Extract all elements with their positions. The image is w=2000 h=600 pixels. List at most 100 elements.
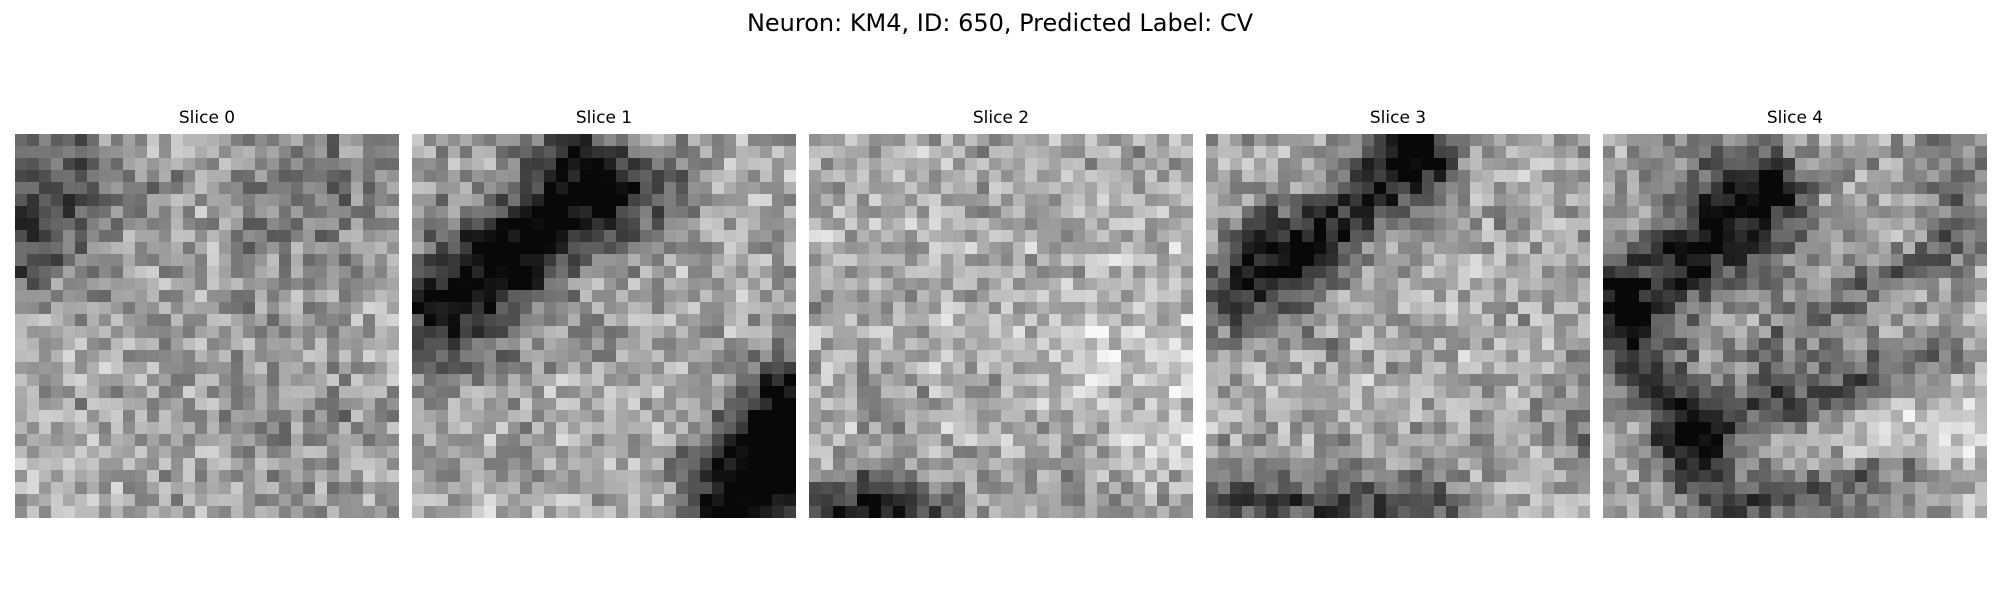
slice-1-pixel — [508, 422, 520, 434]
slice-4-pixel — [1603, 218, 1615, 230]
slice-4-pixel — [1651, 254, 1663, 266]
slice-2-pixel — [929, 146, 941, 158]
slice-3-pixel — [1338, 146, 1350, 158]
slice-2-pixel — [1025, 494, 1037, 506]
slice-3-pixel — [1230, 314, 1242, 326]
slice-0-pixel — [327, 170, 339, 182]
slice-3-pixel — [1446, 374, 1458, 386]
slice-0-pixel — [195, 386, 207, 398]
slice-2-pixel — [977, 398, 989, 410]
slice-1-pixel — [688, 170, 700, 182]
slice-0-pixel — [375, 254, 387, 266]
slice-4-pixel — [1891, 170, 1903, 182]
slice-1-pixel — [484, 434, 496, 446]
slice-0-pixel — [75, 266, 87, 278]
slice-3-pixel — [1302, 242, 1314, 254]
slice-1-pixel — [772, 194, 784, 206]
slice-3-pixel — [1494, 458, 1506, 470]
slice-2-pixel — [953, 230, 965, 242]
slice-4-pixel — [1615, 422, 1627, 434]
slice-2-pixel — [1085, 398, 1097, 410]
slice-3-pixel — [1266, 218, 1278, 230]
slice-1-pixel — [712, 434, 724, 446]
slice-0-pixel — [375, 350, 387, 362]
slice-2-pixel — [869, 242, 881, 254]
slice-4-pixel — [1783, 386, 1795, 398]
slice-3-pixel — [1482, 182, 1494, 194]
slice-3-pixel — [1266, 302, 1278, 314]
slice-4-pixel — [1747, 182, 1759, 194]
slice-4-pixel — [1855, 182, 1867, 194]
slice-3-pixel — [1542, 290, 1554, 302]
slice-3-pixel — [1302, 170, 1314, 182]
slice-3-pixel — [1434, 182, 1446, 194]
slice-3-pixel — [1506, 458, 1518, 470]
slice-0-pixel — [279, 242, 291, 254]
slice-0-pixel — [327, 386, 339, 398]
slice-2-pixel — [953, 218, 965, 230]
slice-0-pixel — [219, 206, 231, 218]
slice-0-pixel — [255, 470, 267, 482]
slice-2-pixel — [941, 182, 953, 194]
slice-4-pixel — [1843, 458, 1855, 470]
slice-0-pixel — [387, 266, 399, 278]
slice-4-pixel — [1663, 302, 1675, 314]
slice-3-pixel — [1314, 290, 1326, 302]
slice-4-pixel — [1627, 170, 1639, 182]
slice-2-pixel — [1133, 254, 1145, 266]
slice-1-pixel — [544, 350, 556, 362]
slice-0-pixel — [351, 146, 363, 158]
slice-4-pixel — [1951, 290, 1963, 302]
slice-1-pixel — [436, 278, 448, 290]
slice-1-pixel — [460, 386, 472, 398]
slice-4-pixel — [1723, 158, 1735, 170]
slice-3-pixel — [1566, 242, 1578, 254]
slice-4-pixel — [1699, 134, 1711, 146]
slice-2-pixel — [989, 326, 1001, 338]
slice-0-pixel — [219, 290, 231, 302]
slice-2-pixel — [1085, 266, 1097, 278]
slice-3-pixel — [1242, 290, 1254, 302]
slice-2-pixel — [857, 206, 869, 218]
slice-3-pixel — [1266, 494, 1278, 506]
slice-0-pixel — [147, 206, 159, 218]
slice-0-pixel — [183, 194, 195, 206]
slice-1-pixel — [700, 362, 712, 374]
slice-1-pixel — [712, 314, 724, 326]
slice-2-pixel — [809, 170, 821, 182]
slice-2-pixel — [1049, 242, 1061, 254]
slice-3-pixel — [1302, 374, 1314, 386]
slice-0-pixel — [255, 434, 267, 446]
slice-3-pixel — [1290, 182, 1302, 194]
slice-1-pixel — [436, 506, 448, 518]
slice-4-pixel — [1927, 398, 1939, 410]
slice-4-pixel — [1963, 398, 1975, 410]
slice-3-pixel — [1290, 218, 1302, 230]
slice-4-pixel — [1867, 182, 1879, 194]
slice-4-pixel — [1771, 362, 1783, 374]
slice-3-pixel — [1242, 302, 1254, 314]
slice-4-pixel — [1855, 458, 1867, 470]
slice-2-pixel — [989, 158, 1001, 170]
slice-4-pixel — [1831, 458, 1843, 470]
slice-1-pixel — [760, 170, 772, 182]
slice-3-pixel — [1254, 278, 1266, 290]
slice-3-pixel — [1290, 230, 1302, 242]
slice-3-pixel — [1206, 302, 1218, 314]
slice-1-pixel — [700, 458, 712, 470]
slice-1-pixel — [556, 290, 568, 302]
slice-1-pixel — [772, 386, 784, 398]
slice-3-pixel — [1410, 386, 1422, 398]
slice-1-pixel — [616, 134, 628, 146]
slice-1-pixel — [496, 458, 508, 470]
slice-0-pixel — [87, 194, 99, 206]
slice-4-pixel — [1915, 254, 1927, 266]
slice-4-pixel — [1747, 362, 1759, 374]
slice-1-pixel — [412, 326, 424, 338]
slice-2-pixel — [1085, 350, 1097, 362]
slice-3-pixel — [1206, 422, 1218, 434]
slice-2-pixel — [821, 386, 833, 398]
slice-4-pixel — [1747, 158, 1759, 170]
slice-0-pixel — [219, 482, 231, 494]
slice-1-pixel — [652, 218, 664, 230]
